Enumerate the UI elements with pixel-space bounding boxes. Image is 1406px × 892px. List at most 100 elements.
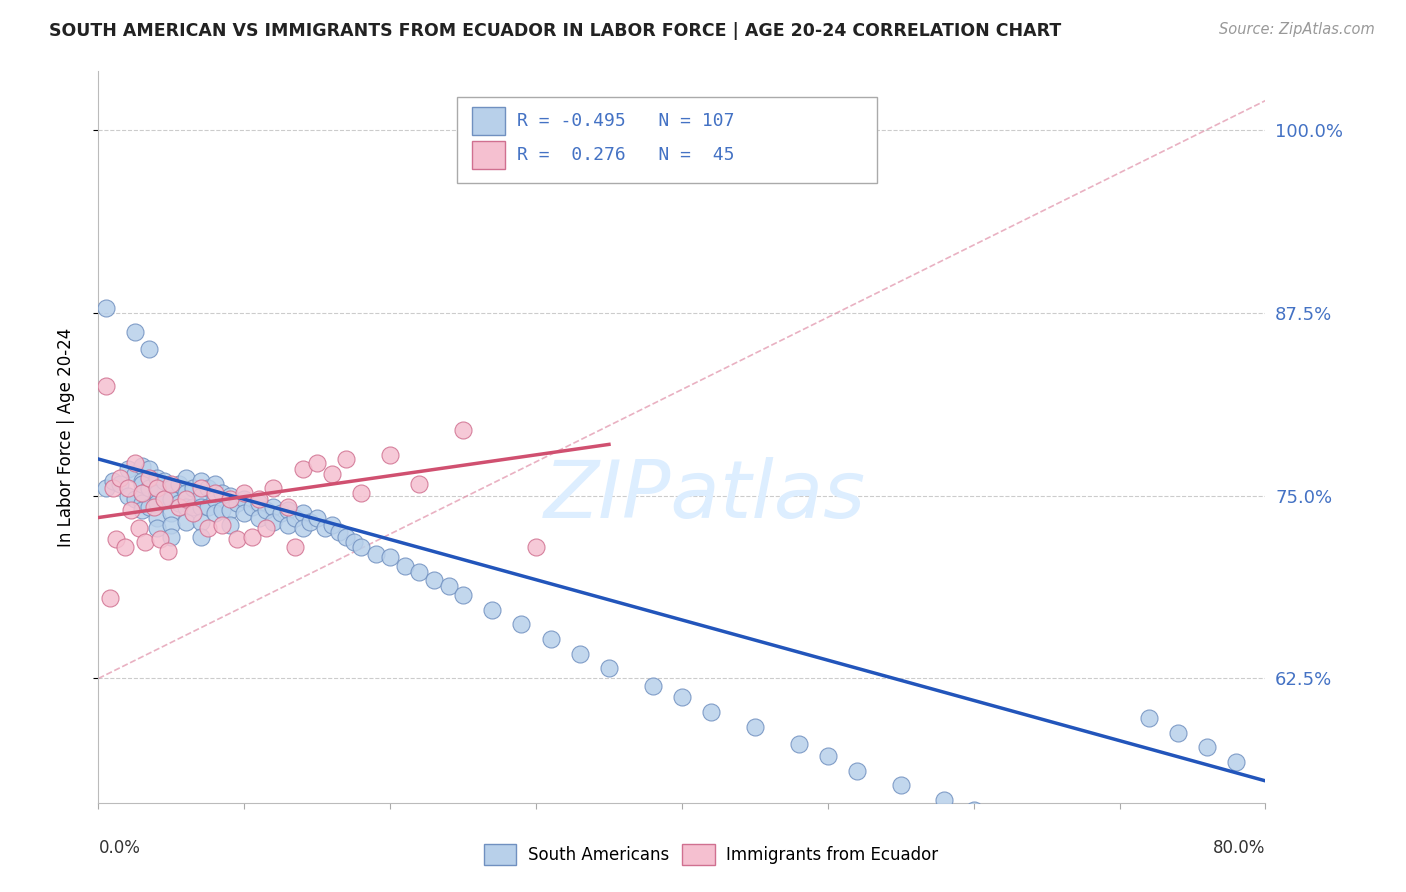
Point bbox=[138, 471, 160, 485]
Point bbox=[131, 474, 153, 488]
Point bbox=[284, 510, 307, 524]
Point bbox=[124, 491, 146, 506]
Point bbox=[1108, 855, 1130, 869]
Point bbox=[146, 485, 169, 500]
Point bbox=[101, 474, 124, 488]
Point bbox=[1137, 711, 1160, 725]
Point bbox=[197, 500, 219, 515]
Point bbox=[149, 533, 172, 547]
Point bbox=[1225, 755, 1247, 769]
Point bbox=[598, 149, 620, 163]
Text: 0.0%: 0.0% bbox=[98, 839, 141, 857]
Point bbox=[1080, 842, 1102, 856]
Text: R = -0.495   N = 107: R = -0.495 N = 107 bbox=[517, 112, 735, 130]
Text: ZIPatlas: ZIPatlas bbox=[544, 457, 866, 534]
Point bbox=[328, 525, 350, 540]
FancyBboxPatch shape bbox=[472, 107, 505, 135]
Point bbox=[211, 517, 233, 532]
Point bbox=[846, 764, 869, 778]
Point bbox=[160, 491, 183, 506]
Point bbox=[568, 647, 591, 661]
Point bbox=[1007, 818, 1029, 832]
Point bbox=[817, 749, 839, 764]
Point bbox=[350, 540, 373, 554]
Point bbox=[146, 510, 169, 524]
Point bbox=[284, 540, 307, 554]
Point bbox=[211, 503, 233, 517]
Point bbox=[247, 496, 270, 510]
Point bbox=[190, 489, 212, 503]
Point bbox=[262, 515, 284, 529]
Point bbox=[298, 515, 321, 529]
Point bbox=[94, 481, 117, 495]
Point bbox=[131, 496, 153, 510]
Point bbox=[197, 481, 219, 495]
Point bbox=[451, 588, 474, 602]
Point bbox=[124, 467, 146, 481]
Point bbox=[247, 510, 270, 524]
Point bbox=[190, 515, 212, 529]
Point bbox=[226, 533, 249, 547]
Point bbox=[787, 737, 810, 751]
Point bbox=[700, 705, 723, 719]
Point bbox=[380, 448, 402, 462]
Point bbox=[153, 474, 176, 488]
Point bbox=[364, 547, 387, 561]
Point bbox=[190, 500, 212, 515]
Point bbox=[380, 549, 402, 564]
Point bbox=[204, 506, 226, 520]
Point bbox=[307, 510, 329, 524]
Point bbox=[394, 558, 416, 573]
Point bbox=[94, 379, 117, 393]
Point bbox=[277, 500, 299, 515]
Point bbox=[262, 500, 284, 515]
FancyBboxPatch shape bbox=[457, 97, 877, 183]
Point bbox=[314, 521, 336, 535]
Point bbox=[197, 521, 219, 535]
FancyBboxPatch shape bbox=[472, 141, 505, 169]
Point bbox=[142, 500, 165, 515]
Point bbox=[110, 471, 132, 485]
Point bbox=[598, 661, 620, 675]
Point bbox=[1035, 828, 1057, 842]
Point bbox=[174, 471, 197, 485]
Point bbox=[153, 491, 176, 506]
Point bbox=[94, 301, 117, 316]
Text: R =  0.276   N =  45: R = 0.276 N = 45 bbox=[517, 145, 735, 164]
Point bbox=[262, 481, 284, 495]
Point bbox=[124, 457, 146, 471]
Point bbox=[134, 535, 156, 549]
Point bbox=[167, 476, 190, 491]
Point bbox=[423, 574, 446, 588]
Point bbox=[270, 506, 292, 520]
Point bbox=[277, 503, 299, 517]
Point bbox=[160, 517, 183, 532]
Text: South Americans: South Americans bbox=[527, 846, 669, 863]
Point bbox=[181, 506, 204, 520]
Point bbox=[138, 343, 160, 357]
Point bbox=[117, 481, 139, 495]
Point bbox=[451, 423, 474, 437]
Point bbox=[174, 485, 197, 500]
Point bbox=[1167, 725, 1189, 739]
Point bbox=[350, 485, 373, 500]
Point bbox=[204, 485, 226, 500]
Point bbox=[934, 793, 956, 807]
Point bbox=[335, 452, 357, 467]
Point bbox=[218, 503, 240, 517]
Point bbox=[890, 778, 912, 792]
Point bbox=[167, 500, 190, 515]
Point bbox=[744, 720, 766, 734]
Point bbox=[254, 503, 277, 517]
Point bbox=[138, 481, 160, 495]
Point bbox=[110, 476, 132, 491]
Point bbox=[233, 491, 256, 506]
Point bbox=[160, 530, 183, 544]
Point bbox=[291, 506, 314, 520]
Point bbox=[233, 506, 256, 520]
Point bbox=[153, 491, 176, 506]
Point bbox=[160, 506, 183, 520]
Point bbox=[190, 474, 212, 488]
Point bbox=[218, 489, 240, 503]
Point bbox=[254, 521, 277, 535]
